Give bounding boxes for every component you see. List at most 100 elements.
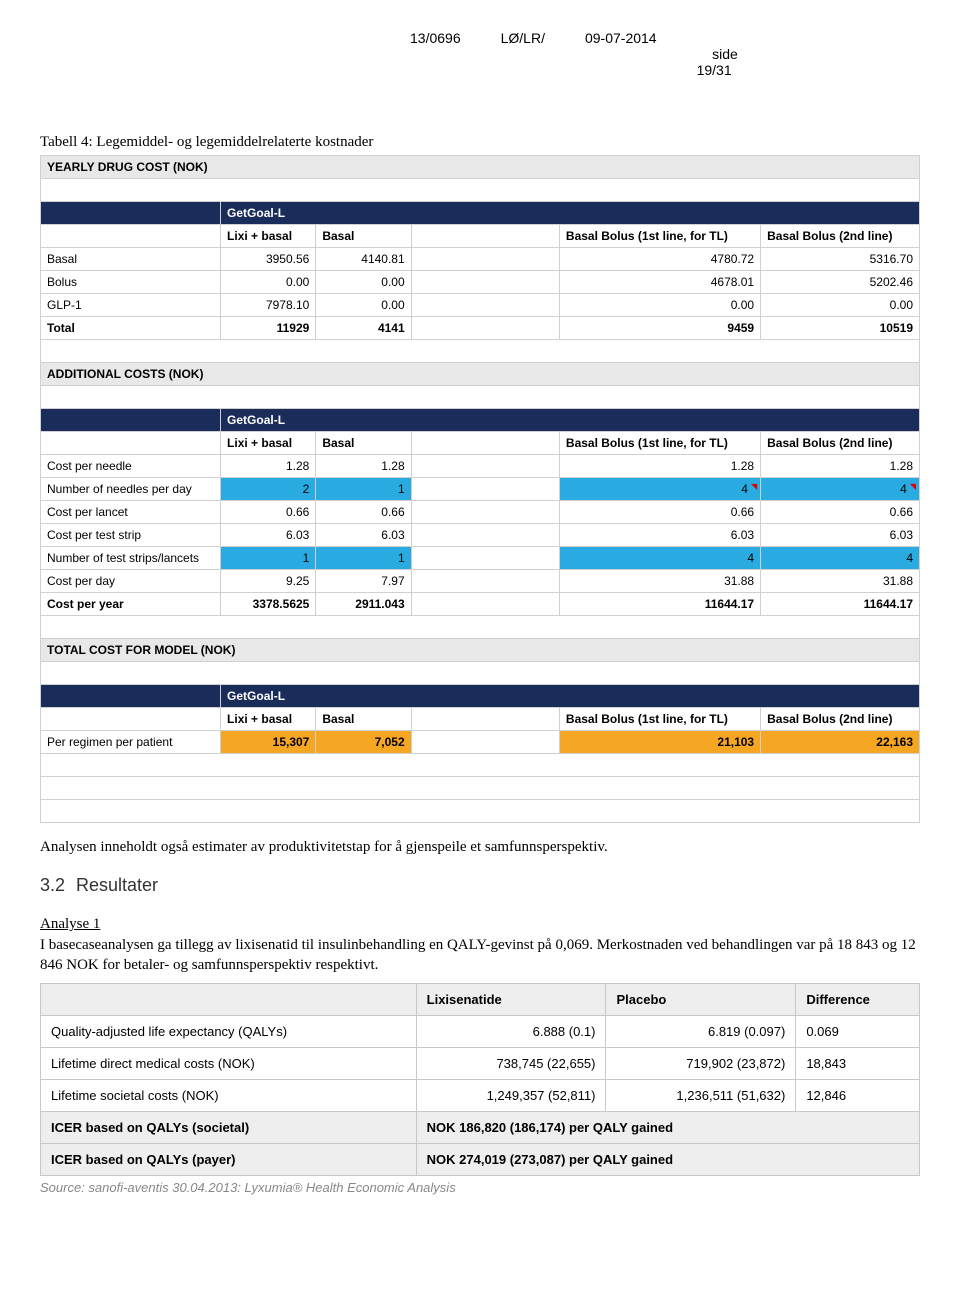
results-head-placebo: Placebo bbox=[606, 984, 796, 1016]
cell-value: 6.03 bbox=[559, 524, 760, 547]
cell-value: 5316.70 bbox=[761, 248, 920, 271]
row-label: Cost per year bbox=[41, 593, 221, 616]
total-row-label: Per regimen per patient bbox=[41, 731, 221, 754]
cell-value: 6.03 bbox=[221, 524, 316, 547]
results-row-label: Lifetime direct medical costs (NOK) bbox=[41, 1048, 417, 1080]
cell-value: 4780.72 bbox=[559, 248, 760, 271]
results-cell: 6.819 (0.097) bbox=[606, 1016, 796, 1048]
cell-value: 0.66 bbox=[761, 501, 920, 524]
cell-value: 4 bbox=[761, 478, 920, 501]
section-total-title: TOTAL COST FOR MODEL (NOK) bbox=[41, 639, 920, 662]
results-cell: 6.888 (0.1) bbox=[416, 1016, 606, 1048]
cell-value: 4140.81 bbox=[316, 248, 411, 271]
total-val: 21,103 bbox=[559, 731, 760, 754]
results-row-label: Quality-adjusted life expectancy (QALYs) bbox=[41, 1016, 417, 1048]
cell-value: 1.28 bbox=[316, 455, 411, 478]
table-caption: Tabell 4: Legemiddel- og legemiddelrelat… bbox=[40, 134, 920, 151]
cell-value: 31.88 bbox=[761, 570, 920, 593]
cell-value: 2 bbox=[221, 478, 316, 501]
cell-value: 11929 bbox=[221, 317, 316, 340]
doc-ref: LØ/LR/ bbox=[501, 30, 545, 94]
cell-value: 0.00 bbox=[559, 294, 760, 317]
cost-table: YEARLY DRUG COST (NOK) GetGoal-L Lixi + … bbox=[40, 155, 920, 823]
cell-value: 31.88 bbox=[559, 570, 760, 593]
icer-payer-value: NOK 274,019 (273,087) per QALY gained bbox=[416, 1144, 919, 1176]
cell-value: 4141 bbox=[316, 317, 411, 340]
col-basal: Basal bbox=[316, 225, 411, 248]
row-label: Cost per day bbox=[41, 570, 221, 593]
cell-value: 0.66 bbox=[559, 501, 760, 524]
getgoal-header: GetGoal-L bbox=[221, 685, 920, 708]
cell-value: 9459 bbox=[559, 317, 760, 340]
total-val: 15,307 bbox=[221, 731, 316, 754]
row-label: Bolus bbox=[41, 271, 221, 294]
cell-value: 4678.01 bbox=[559, 271, 760, 294]
cell-value: 0.00 bbox=[316, 271, 411, 294]
results-head-lixi: Lixisenatide bbox=[416, 984, 606, 1016]
cell-value: 10519 bbox=[761, 317, 920, 340]
analyse-1-title: Analyse 1 bbox=[40, 916, 100, 932]
paragraph-1: Analysen inneholdt også estimater av pro… bbox=[40, 837, 920, 857]
row-label: Number of test strips/lancets bbox=[41, 547, 221, 570]
cell-value: 5202.46 bbox=[761, 271, 920, 294]
results-cell: 738,745 (22,655) bbox=[416, 1048, 606, 1080]
col-bb1: Basal Bolus (1st line, for TL) bbox=[559, 225, 760, 248]
cell-value: 11644.17 bbox=[761, 593, 920, 616]
cell-value: 3950.56 bbox=[221, 248, 316, 271]
cell-value: 1 bbox=[316, 478, 411, 501]
icer-societal-value: NOK 186,820 (186,174) per QALY gained bbox=[416, 1112, 919, 1144]
col-lixi-basal: Lixi + basal bbox=[221, 225, 316, 248]
cell-value: 4 bbox=[761, 547, 920, 570]
results-cell: 18,843 bbox=[796, 1048, 920, 1080]
cell-value: 0.66 bbox=[221, 501, 316, 524]
results-cell: 12,846 bbox=[796, 1080, 920, 1112]
doc-date: 09-07-2014 bbox=[585, 30, 657, 94]
icer-payer-label: ICER based on QALYs (payer) bbox=[41, 1144, 417, 1176]
cell-value: 3378.5625 bbox=[221, 593, 316, 616]
heading-3-2: 3.2Resultater bbox=[40, 875, 920, 896]
results-head-blank bbox=[41, 984, 417, 1016]
row-label: Cost per needle bbox=[41, 455, 221, 478]
cell-value: 1.28 bbox=[761, 455, 920, 478]
section-additional-title: ADDITIONAL COSTS (NOK) bbox=[41, 363, 920, 386]
total-val: 7,052 bbox=[316, 731, 411, 754]
getgoal-header: GetGoal-L bbox=[221, 202, 920, 225]
section-yearly-title: YEARLY DRUG COST (NOK) bbox=[41, 156, 920, 179]
cell-value: 4 bbox=[559, 478, 760, 501]
getgoal-header: GetGoal-L bbox=[221, 409, 920, 432]
total-val: 22,163 bbox=[761, 731, 920, 754]
cell-value: 6.03 bbox=[316, 524, 411, 547]
doc-id: 13/0696 bbox=[410, 30, 461, 94]
cell-value: 7.97 bbox=[316, 570, 411, 593]
cell-value: 1.28 bbox=[559, 455, 760, 478]
paragraph-2: I basecaseanalysen ga tillegg av lixisen… bbox=[40, 937, 916, 973]
cell-value: 1 bbox=[316, 547, 411, 570]
cell-value: 2911.043 bbox=[316, 593, 411, 616]
cell-value: 0.00 bbox=[316, 294, 411, 317]
analyse-1-block: Analyse 1 I basecaseanalysen ga tillegg … bbox=[40, 914, 920, 975]
cell-value: 0.00 bbox=[221, 271, 316, 294]
row-label: Number of needles per day bbox=[41, 478, 221, 501]
cell-value: 9.25 bbox=[221, 570, 316, 593]
cell-value: 1 bbox=[221, 547, 316, 570]
results-row-label: Lifetime societal costs (NOK) bbox=[41, 1080, 417, 1112]
row-label: Cost per test strip bbox=[41, 524, 221, 547]
row-label: GLP-1 bbox=[41, 294, 221, 317]
cell-value: 0.66 bbox=[316, 501, 411, 524]
icer-societal-label: ICER based on QALYs (societal) bbox=[41, 1112, 417, 1144]
results-cell: 0.069 bbox=[796, 1016, 920, 1048]
results-head-diff: Difference bbox=[796, 984, 920, 1016]
cell-value: 7978.10 bbox=[221, 294, 316, 317]
row-label: Cost per lancet bbox=[41, 501, 221, 524]
cell-value: 0.00 bbox=[761, 294, 920, 317]
results-table: Lixisenatide Placebo Difference Quality-… bbox=[40, 983, 920, 1176]
col-bb2: Basal Bolus (2nd line) bbox=[761, 225, 920, 248]
cell-value: 6.03 bbox=[761, 524, 920, 547]
cell-value: 1.28 bbox=[221, 455, 316, 478]
results-cell: 1,249,357 (52,811) bbox=[416, 1080, 606, 1112]
row-label: Basal bbox=[41, 248, 221, 271]
page-side: side19/31 bbox=[697, 30, 738, 94]
cell-value: 11644.17 bbox=[559, 593, 760, 616]
cell-value: 4 bbox=[559, 547, 760, 570]
results-cell: 719,902 (23,872) bbox=[606, 1048, 796, 1080]
